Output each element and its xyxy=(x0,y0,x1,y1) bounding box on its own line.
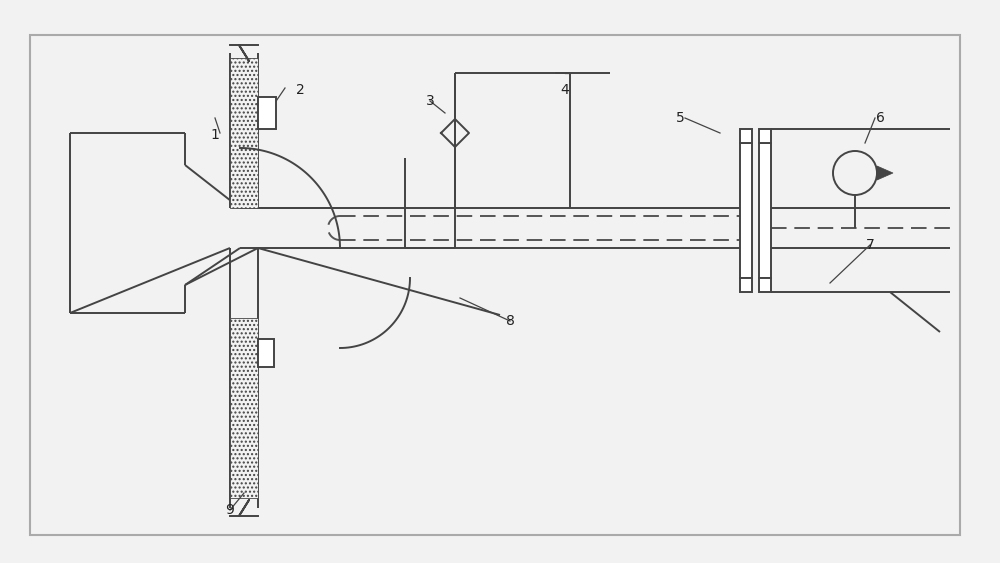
Text: 5: 5 xyxy=(676,111,684,125)
Bar xyxy=(740,129,752,143)
Bar xyxy=(258,97,276,129)
Bar xyxy=(740,143,752,278)
Bar xyxy=(759,143,771,278)
Text: 7: 7 xyxy=(866,238,874,252)
Text: 6: 6 xyxy=(876,111,884,125)
Polygon shape xyxy=(877,166,893,180)
Text: 4: 4 xyxy=(561,83,569,97)
Bar xyxy=(759,129,771,143)
Text: 2: 2 xyxy=(296,83,304,97)
Text: 8: 8 xyxy=(506,314,514,328)
Text: 3: 3 xyxy=(426,95,434,108)
Bar xyxy=(258,339,274,367)
Bar xyxy=(740,278,752,292)
Bar xyxy=(230,58,258,208)
Text: 1: 1 xyxy=(211,128,219,142)
Text: 9: 9 xyxy=(226,503,234,516)
Bar xyxy=(30,35,960,535)
Bar xyxy=(230,318,258,498)
Bar xyxy=(759,278,771,292)
